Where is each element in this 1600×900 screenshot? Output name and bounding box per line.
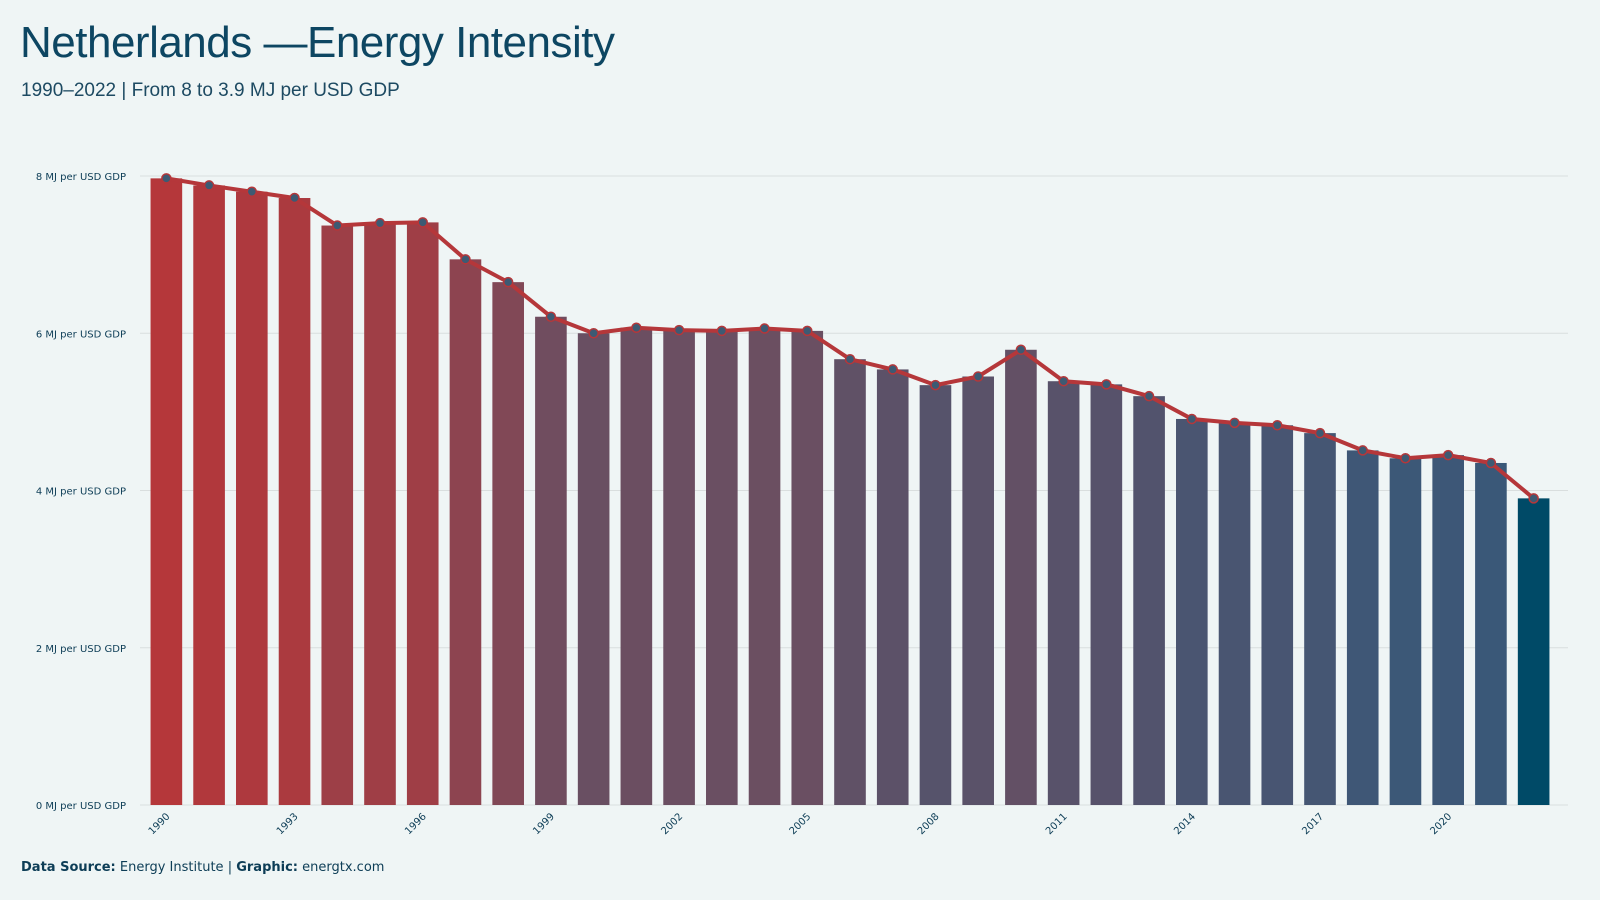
y-tick-label: 0 MJ per USD GDP	[36, 801, 126, 812]
point-2011	[1058, 375, 1069, 387]
point-1994	[332, 220, 343, 231]
point-2003	[716, 325, 728, 337]
bar-1998	[492, 282, 524, 805]
bar-1991	[193, 185, 225, 805]
y-tick-label: 6 MJ per USD GDP	[36, 329, 126, 340]
bar-2011	[1047, 381, 1080, 805]
bar-2016	[1261, 425, 1294, 805]
point-1996	[417, 217, 428, 228]
bar-1995	[364, 223, 396, 806]
x-tick-label: 2011	[1044, 811, 1070, 837]
point-2020	[1442, 449, 1454, 461]
point-2004	[759, 323, 770, 334]
footer-separator: |	[227, 860, 233, 875]
point-2021	[1485, 457, 1497, 469]
point-2012	[1101, 379, 1112, 390]
point-2017	[1314, 427, 1326, 439]
bar-2005	[791, 330, 824, 805]
bar-2013	[1133, 396, 1165, 805]
bar-2009	[962, 376, 994, 805]
point-2001	[631, 322, 642, 333]
bar-1997	[449, 259, 482, 805]
x-axis-ticks: 1990 1993 1996 1999 2002 2005 2008 2011 2014 2017…	[147, 811, 1455, 837]
point-1998	[502, 276, 514, 288]
point-1990	[161, 173, 172, 184]
bar-2015	[1218, 422, 1251, 805]
point-1999	[545, 311, 557, 322]
y-tick-label: 8 MJ per USD GDP	[36, 172, 126, 183]
x-tick-label: 2005	[788, 811, 814, 837]
y-tick-label: 4 MJ per USD GDP	[36, 487, 126, 498]
bar-2021	[1475, 462, 1507, 805]
bar-2003	[706, 330, 738, 805]
bar-1990	[150, 178, 183, 805]
point-1992	[246, 186, 258, 197]
y-tick-label: 2 MJ per USD GDP	[36, 644, 126, 655]
bar-1992	[236, 191, 268, 806]
bar-2018	[1346, 450, 1379, 805]
point-2005	[802, 325, 813, 337]
y-axis-ticks: 0 MJ per USD GDP 2 MJ per USD GDP 4 MJ per…	[36, 172, 126, 812]
point-2018	[1357, 445, 1368, 456]
bar-2020	[1432, 455, 1464, 805]
bar-2000	[577, 333, 610, 805]
point-1993	[289, 192, 300, 204]
x-tick-label: 1993	[275, 811, 301, 837]
bar-1993	[278, 198, 311, 805]
bar-1996	[406, 222, 439, 806]
point-2010	[1015, 344, 1027, 356]
source-value: Energy Institute	[119, 860, 224, 875]
x-tick-label: 1996	[403, 811, 429, 837]
x-tick-label: 2002	[659, 811, 685, 837]
point-2007	[887, 364, 898, 375]
bar-2014	[1176, 418, 1208, 805]
source-label: Data Source:	[21, 860, 116, 875]
x-tick-label: 2017	[1300, 811, 1326, 837]
chart-subtitle: 1990–2022 | From 8 to 3.9 MJ per USD GDP	[21, 80, 400, 101]
bar-2002	[663, 330, 695, 805]
bar-2019	[1389, 458, 1422, 805]
bar-2017	[1304, 433, 1336, 805]
bar-2012	[1090, 384, 1123, 805]
bar-2022	[1517, 498, 1550, 805]
point-2013	[1143, 390, 1155, 402]
graphic-value: energtx.com	[302, 860, 385, 875]
bar-2006	[834, 359, 866, 805]
point-2016	[1272, 419, 1283, 431]
point-2022	[1528, 493, 1539, 504]
point-2006	[844, 353, 856, 365]
point-1991	[203, 180, 215, 191]
bar-series	[150, 178, 1550, 806]
x-tick-label: 2020	[1429, 811, 1455, 837]
bar-1999	[535, 316, 567, 805]
x-tick-label: 2008	[916, 811, 942, 837]
x-tick-label: 1990	[147, 811, 173, 837]
point-2009	[972, 371, 984, 382]
bar-2001	[620, 327, 653, 805]
point-1995	[374, 217, 386, 229]
bar-2008	[919, 385, 952, 805]
graphic-label: Graphic:	[236, 860, 298, 875]
bar-2007	[876, 369, 909, 805]
point-2002	[673, 324, 685, 336]
bar-1994	[321, 225, 354, 805]
point-1997	[460, 254, 471, 265]
x-tick-label: 1999	[531, 811, 557, 837]
bar-2010	[1005, 349, 1037, 805]
bar-2004	[748, 328, 781, 805]
chart-title: Netherlands —Energy Intensity	[20, 18, 615, 67]
line-series	[161, 173, 1539, 504]
point-2008	[930, 379, 941, 391]
point-2000	[588, 328, 599, 339]
point-2015	[1229, 417, 1240, 429]
footer: Data Source: Energy Institute | Graphic:…	[21, 860, 384, 875]
point-2019	[1400, 453, 1411, 464]
point-2014	[1186, 413, 1198, 425]
x-tick-label: 2014	[1172, 811, 1198, 837]
